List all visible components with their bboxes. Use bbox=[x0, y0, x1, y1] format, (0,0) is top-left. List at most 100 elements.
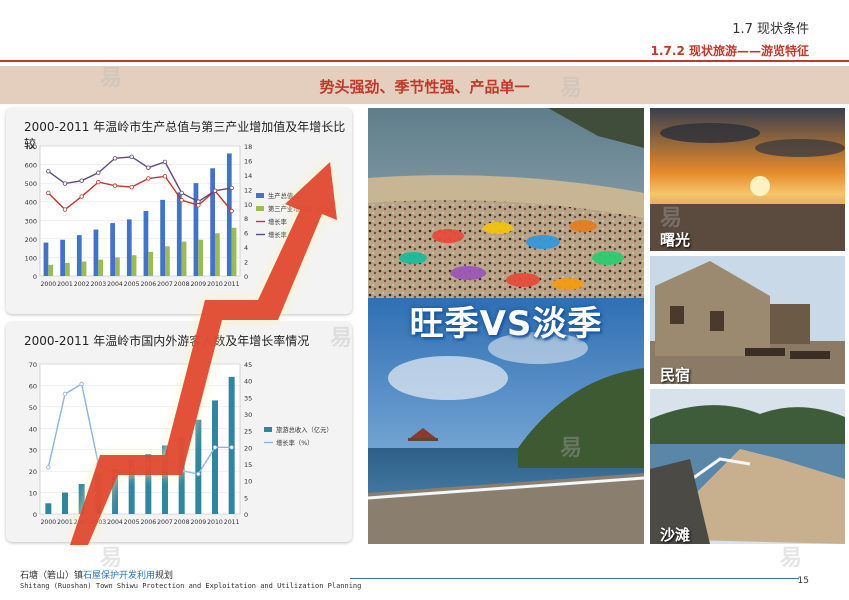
x-tick-label: 2011 bbox=[224, 281, 240, 288]
line-point bbox=[79, 194, 84, 199]
beach-caption: 沙滩 bbox=[660, 526, 691, 544]
bar bbox=[98, 259, 104, 276]
y-left-tick-label: 60 bbox=[29, 382, 37, 390]
y-right-tick-label: 8 bbox=[244, 215, 248, 223]
stone-house-image bbox=[650, 256, 845, 384]
y-right-tick-label: 6 bbox=[244, 230, 248, 238]
y-left-tick-label: 50 bbox=[29, 404, 37, 412]
bar bbox=[76, 235, 82, 276]
y-left-tick-label: 600 bbox=[25, 162, 37, 170]
legend-label: 增长率 bbox=[268, 217, 287, 226]
y-right-tick-label: 0 bbox=[244, 273, 248, 281]
bar bbox=[62, 492, 68, 514]
legend-label: 增长率（%） bbox=[276, 438, 313, 447]
bar bbox=[126, 219, 132, 276]
legend-swatch bbox=[264, 427, 272, 432]
bar bbox=[60, 239, 65, 276]
line-point bbox=[79, 178, 84, 183]
subsection-title: 1.7.2 现状旅游——游览特征 bbox=[650, 44, 809, 58]
line-point bbox=[129, 154, 134, 160]
legend-swatch bbox=[256, 206, 264, 211]
line-point bbox=[129, 468, 134, 473]
dawn-photo bbox=[650, 108, 845, 251]
x-tick-label: 2002 bbox=[74, 519, 90, 526]
bar bbox=[81, 261, 87, 276]
y-right-tick-label: 40 bbox=[244, 378, 252, 386]
bar bbox=[65, 263, 70, 276]
page-number: 15 bbox=[797, 576, 809, 586]
line-point bbox=[196, 203, 201, 208]
footer-divider bbox=[350, 578, 799, 579]
y-right-tick-label: 14 bbox=[244, 172, 252, 180]
y-right-tick-label: 10 bbox=[244, 201, 252, 209]
line-point bbox=[112, 471, 118, 477]
y-right-tick-label: 0 bbox=[244, 511, 248, 519]
line-point bbox=[162, 174, 168, 179]
line-point bbox=[46, 190, 51, 196]
bar bbox=[45, 503, 52, 514]
legend-label: 增长率 bbox=[268, 230, 287, 239]
bar bbox=[178, 436, 185, 514]
tourism-chart-title: 2000-2011 年温岭市国内外游客人数及年增长率情况 bbox=[24, 334, 310, 348]
line-point bbox=[229, 208, 234, 214]
x-tick-label: 2001 bbox=[57, 281, 73, 288]
line-point bbox=[62, 207, 68, 212]
crowded-beach-image bbox=[368, 108, 644, 298]
bar bbox=[115, 257, 120, 276]
x-tick-label: 2009 bbox=[190, 519, 206, 526]
y-right-tick-label: 12 bbox=[244, 186, 252, 194]
bar bbox=[193, 183, 199, 276]
watermark: 易 bbox=[780, 546, 803, 571]
y-right-tick-label: 25 bbox=[244, 428, 252, 436]
sand-beach-photo bbox=[650, 389, 845, 544]
bar bbox=[210, 168, 215, 276]
line-point bbox=[112, 156, 118, 161]
line-point bbox=[146, 461, 151, 467]
x-tick-label: 2011 bbox=[224, 519, 240, 526]
bar bbox=[212, 400, 218, 514]
y-left-tick-label: 10 bbox=[29, 490, 37, 498]
y-left-tick-label: 0 bbox=[33, 273, 37, 281]
gdp-chart-title: 2000-2011 年温岭市生产总值与第三产业增加值及年增长比较 bbox=[24, 120, 346, 151]
banner-band bbox=[0, 66, 849, 104]
x-tick-label: 2006 bbox=[140, 281, 156, 288]
line-point bbox=[229, 445, 234, 450]
x-tick-label: 2000 bbox=[40, 519, 56, 526]
sand-beach-image bbox=[650, 389, 845, 544]
gdp-chart: 0 100 200 300 400 500 600 700 0 2 4 6 8 10 12 14 16 18 200… bbox=[25, 143, 338, 288]
y-right-tick-label: 5 bbox=[244, 494, 248, 502]
line-point bbox=[179, 197, 184, 203]
plot-area bbox=[39, 145, 241, 277]
y-left-tick-label: 100 bbox=[25, 254, 37, 262]
peak-vs-off-season-label: 旺季VS淡季 bbox=[409, 304, 603, 344]
y-left-tick-label: 20 bbox=[29, 468, 37, 476]
gdp-chart-panel: 2000-2011 年温岭市生产总值与第三产业增加值及年增长比较 0 100 200… bbox=[6, 108, 352, 314]
dawn-caption: 曙光 bbox=[660, 231, 691, 249]
x-tick-label: 2005 bbox=[124, 281, 140, 288]
y-right-tick-label: 35 bbox=[244, 394, 252, 402]
peak-season-beach-photo bbox=[368, 108, 644, 298]
bar bbox=[110, 223, 115, 276]
x-tick-label: 2003 bbox=[90, 281, 106, 288]
line-point bbox=[162, 455, 168, 460]
line-point bbox=[46, 169, 51, 174]
y-left-tick-label: 500 bbox=[25, 180, 37, 188]
y-right-tick-label: 4 bbox=[244, 244, 248, 252]
line-point bbox=[229, 185, 234, 191]
bar bbox=[95, 473, 102, 514]
y-right-tick-label: 45 bbox=[244, 361, 252, 369]
bar bbox=[143, 211, 149, 276]
y-left-tick-label: 40 bbox=[29, 425, 37, 433]
y-left-tick-label: 400 bbox=[25, 199, 37, 207]
line-point bbox=[62, 391, 68, 397]
x-tick-label: 2007 bbox=[157, 281, 173, 288]
legend-label: 旅游总收入（亿元） bbox=[276, 425, 333, 434]
bar bbox=[231, 227, 237, 276]
y-left-tick-label: 700 bbox=[25, 143, 37, 151]
footer-subtitle: Shitang (Ruoshan) Town Shiwu Protection … bbox=[20, 582, 362, 590]
y-right-tick-label: 16 bbox=[244, 157, 252, 165]
bar bbox=[226, 153, 232, 276]
x-tick-label: 2001 bbox=[57, 519, 73, 526]
x-tick-label: 2005 bbox=[124, 519, 140, 526]
y-left-tick-label: 0 bbox=[33, 511, 37, 519]
